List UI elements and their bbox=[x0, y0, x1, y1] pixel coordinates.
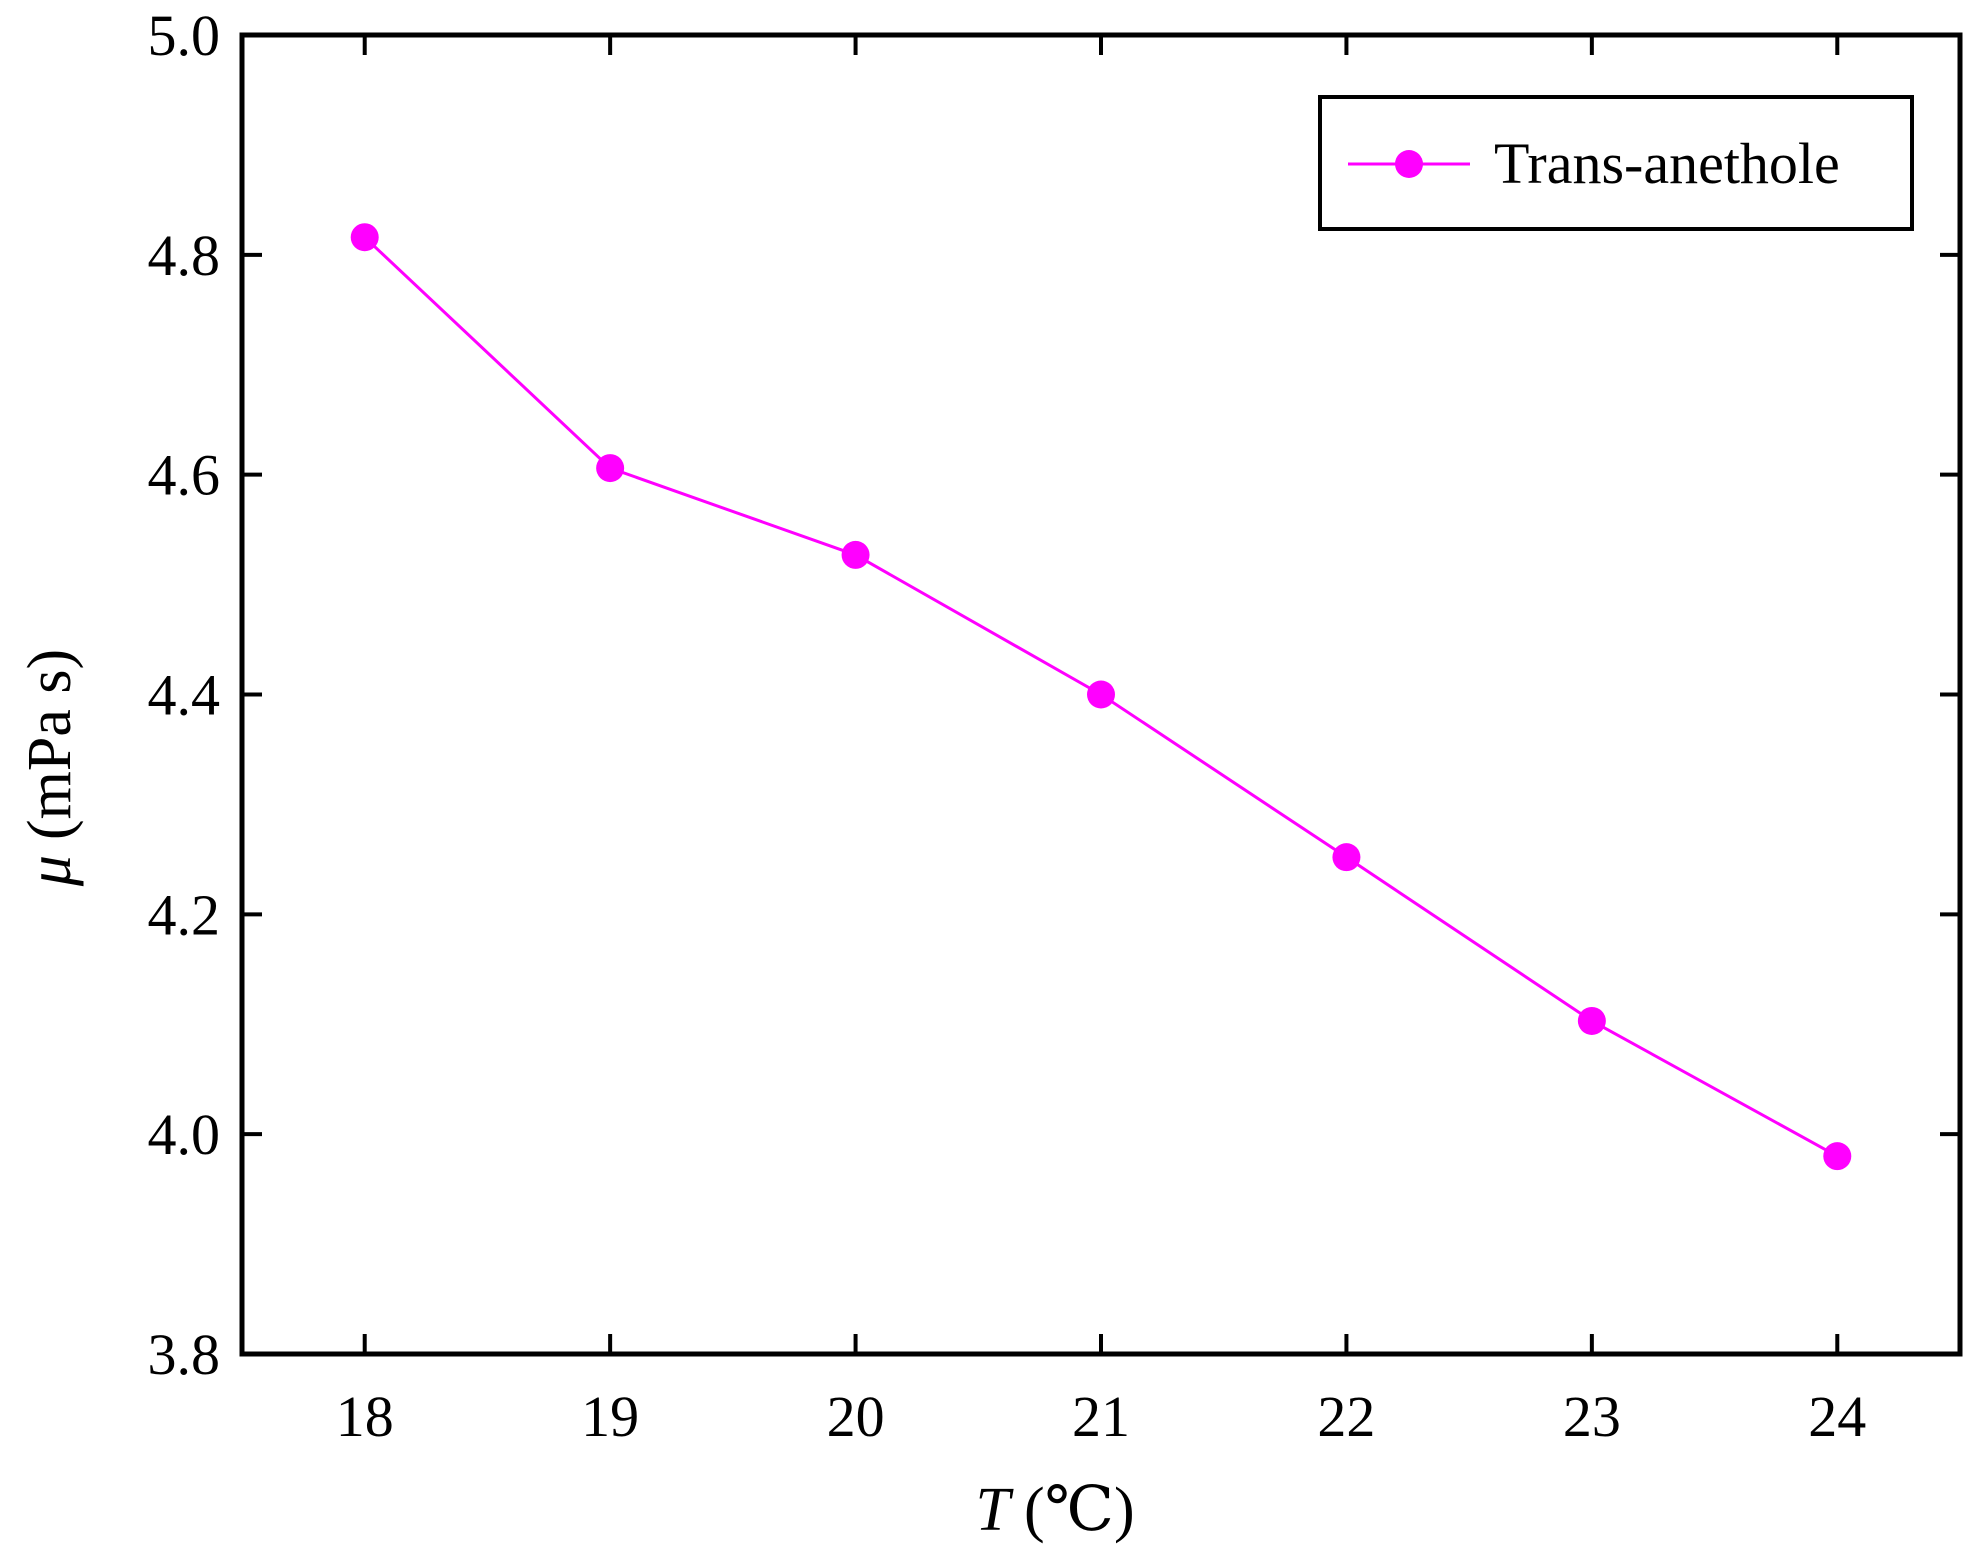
x-tick-label: 23 bbox=[1563, 1384, 1621, 1449]
axis-titles: T (℃) μ (mPa s) bbox=[16, 649, 1135, 1544]
data-point bbox=[1577, 1006, 1606, 1035]
legend: Trans-anethole bbox=[1318, 95, 1914, 231]
x-tick-label: 18 bbox=[336, 1384, 394, 1449]
y-tick-label: 4.8 bbox=[148, 223, 221, 288]
data-point bbox=[1332, 843, 1361, 872]
x-axis-title: T bbox=[976, 1476, 1015, 1544]
x-tick-label: 20 bbox=[827, 1384, 885, 1449]
x-axis-unit: (℃) bbox=[1024, 1476, 1135, 1544]
y-axis-title: μ bbox=[16, 855, 84, 887]
x-tick-label: 24 bbox=[1808, 1384, 1866, 1449]
data-point bbox=[1823, 1142, 1852, 1171]
y-tick-label: 3.8 bbox=[148, 1322, 221, 1387]
y-tick-label: 4.0 bbox=[148, 1102, 221, 1167]
y-tick-label: 5.0 bbox=[148, 3, 221, 68]
x-tick-label: 19 bbox=[581, 1384, 639, 1449]
y-tick-label: 4.2 bbox=[148, 882, 221, 947]
x-tick-label: 22 bbox=[1317, 1384, 1375, 1449]
y-tick-label: 4.4 bbox=[148, 663, 221, 728]
y-axis-unit: (mPa s) bbox=[16, 649, 84, 840]
axes-layer: 18 19 20 21 22 23 24 3.8 4.0 4.2 4.4 4.6 4.8 5.0 bbox=[148, 3, 1963, 1449]
legend-series-label: Trans-anethole bbox=[1494, 131, 1840, 196]
data-point bbox=[350, 223, 379, 252]
series-layer bbox=[350, 223, 1852, 1171]
data-point bbox=[596, 454, 625, 483]
y-tick-label: 4.6 bbox=[148, 443, 221, 508]
x-tick-label: 21 bbox=[1072, 1384, 1130, 1449]
legend-series-marker bbox=[1395, 150, 1423, 178]
data-point bbox=[841, 540, 870, 569]
data-point bbox=[1087, 680, 1115, 709]
